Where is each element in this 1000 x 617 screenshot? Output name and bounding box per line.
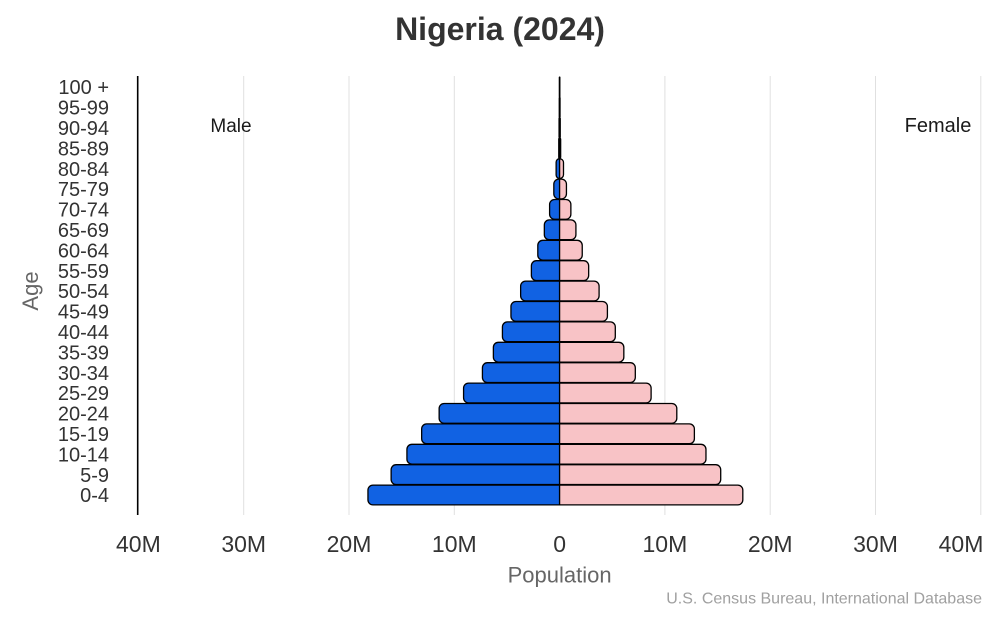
svg-text:0: 0 [553,531,566,557]
svg-text:40M: 40M [116,531,161,557]
svg-text:60-64: 60-64 [58,240,109,262]
svg-text:10M: 10M [643,531,688,557]
svg-text:30-34: 30-34 [58,363,109,385]
svg-text:20M: 20M [748,531,793,557]
svg-text:65-69: 65-69 [58,220,109,242]
svg-text:90-94: 90-94 [58,118,109,140]
svg-text:80-84: 80-84 [58,159,109,181]
svg-text:10-14: 10-14 [58,444,109,466]
svg-text:70-74: 70-74 [58,200,109,222]
svg-text:40-44: 40-44 [58,322,109,344]
svg-text:15-19: 15-19 [58,424,109,446]
svg-text:40M: 40M [939,531,984,557]
svg-text:75-79: 75-79 [58,179,109,201]
svg-text:10M: 10M [432,531,477,557]
svg-text:Population: Population [508,563,612,588]
svg-text:85-89: 85-89 [58,138,109,160]
svg-text:45-49: 45-49 [58,302,109,324]
svg-text:100 +: 100 + [58,77,109,99]
svg-text:35-39: 35-39 [58,342,109,364]
svg-text:Nigeria (2024): Nigeria (2024) [395,11,605,47]
svg-text:55-59: 55-59 [58,261,109,283]
svg-text:95-99: 95-99 [58,98,109,120]
svg-text:Age: Age [18,271,43,310]
svg-text:20-24: 20-24 [58,404,109,426]
svg-text:30M: 30M [853,531,898,557]
svg-text:5-9: 5-9 [80,465,109,487]
svg-text:0-4: 0-4 [80,485,109,507]
svg-text:Female: Female [905,115,972,137]
svg-text:Male: Male [210,116,251,137]
svg-text:25-29: 25-29 [58,383,109,405]
svg-text:20M: 20M [327,531,372,557]
svg-text:50-54: 50-54 [58,281,109,303]
svg-text:U.S. Census Bureau, Internatio: U.S. Census Bureau, International Databa… [666,591,982,608]
svg-text:30M: 30M [221,531,266,557]
